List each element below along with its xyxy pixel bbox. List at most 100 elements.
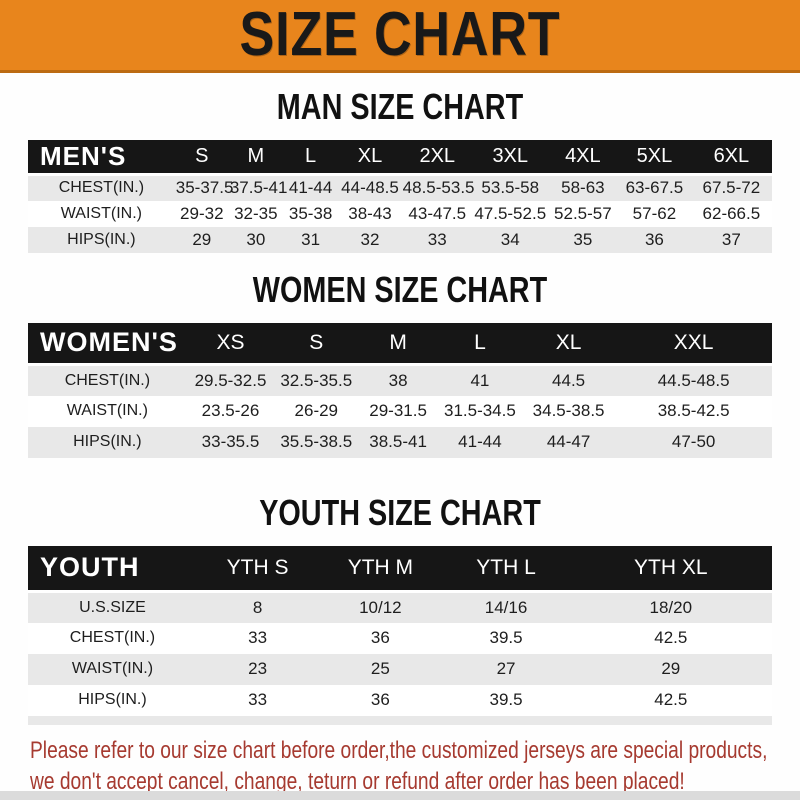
- youth-size-chart-heading: YOUTH SIZE CHART: [259, 491, 541, 533]
- table-title-cell: MEN'S: [28, 140, 175, 176]
- measurement-cell: 26-29: [294, 401, 339, 420]
- measurement-cell: 32: [360, 229, 380, 249]
- measurement-cell: 42.5: [654, 628, 688, 647]
- measurement-cell: 29: [192, 229, 212, 249]
- measurement-cell: 38: [388, 370, 408, 390]
- women-size-table: WOMEN'S XS S M L XL XXL CHEST(IN.) 29.5-32.5 32.5…: [28, 322, 772, 458]
- size-column-header: XL: [338, 140, 402, 176]
- row-label: HIPS(IN.): [78, 691, 147, 708]
- size-column-header: L: [437, 322, 522, 366]
- measurement-row: U.S.SIZE 8 10/12 14/16 18/20: [28, 591, 772, 623]
- measurement-cell: 41: [470, 370, 490, 390]
- measurement-row: HIPS(IN.) 33-35.5 35.5-38.5 38.5-41 41-44 44-…: [28, 426, 772, 458]
- header-row: YOUTH YTH S YTH M YTH L YTH XL: [28, 545, 772, 593]
- measurement-cell: 38.5-42.5: [657, 401, 730, 420]
- measurement-cell: 35-38: [288, 203, 333, 223]
- measurement-cell: 14/16: [484, 597, 528, 617]
- size-column-header: M: [228, 140, 283, 176]
- size-column-header: YTH L: [442, 545, 570, 593]
- measurement-cell: 18/20: [649, 597, 693, 617]
- measurement-cell: 44-47: [546, 432, 591, 451]
- measurement-cell: 57-62: [632, 203, 677, 223]
- size-column-header: S: [274, 322, 359, 366]
- measurement-cell: 63-67.5: [625, 178, 684, 198]
- measurement-cell: 42.5: [654, 690, 688, 709]
- women-size-chart-heading: WOMEN SIZE CHART: [252, 268, 548, 310]
- size-column-header: YTH S: [196, 545, 319, 593]
- measurement-cell: 35-37.5: [175, 178, 234, 198]
- size-column-header: 6XL: [690, 140, 772, 176]
- men-size-table: MEN'S S M L XL 2XL 3XL 4XL 5XL 6XL CHEST(IN.) 35-37…: [28, 140, 772, 253]
- size-column-header: 5XL: [618, 140, 691, 176]
- measurement-cell: 34: [500, 229, 520, 249]
- measurement-cell: 35: [573, 229, 593, 249]
- measurement-cell: 38-43: [348, 203, 392, 223]
- measurement-row: WAIST(IN.) 23 25 27 29: [28, 653, 772, 685]
- row-label: WAIST(IN.): [60, 204, 142, 222]
- measurement-cell: 38.5-41: [369, 432, 427, 451]
- row-label: CHEST(IN.): [58, 179, 145, 197]
- measurement-cell: 23.5-26: [201, 401, 260, 420]
- measurement-cell: 44.5: [552, 370, 586, 390]
- measurement-cell: 44-48.5: [341, 178, 399, 198]
- size-column-header: L: [282, 140, 339, 176]
- measurement-cell: 62-66.5: [702, 203, 761, 223]
- size-column-header: 3XL: [472, 140, 548, 176]
- measurement-cell: 43-47.5: [408, 203, 467, 223]
- size-column-header: XS: [186, 322, 275, 366]
- measurement-cell: 36: [370, 690, 390, 709]
- measurement-cell: 41-44: [288, 178, 333, 198]
- order-notice-line2: we don't accept cancel, change, teturn o…: [30, 767, 685, 795]
- header-row: WOMEN'S XS S M L XL XXL: [28, 322, 772, 366]
- measurement-cell: 47.5-52.5: [474, 203, 547, 223]
- youth-size-table: YOUTH YTH S YTH M YTH L YTH XL U.S.SIZE 8 10/12…: [28, 545, 772, 716]
- measurement-cell: 32-35: [234, 203, 278, 223]
- measurement-cell: 8: [252, 597, 263, 617]
- size-column-header: 4XL: [547, 140, 619, 176]
- measurement-cell: 29.5-32.5: [194, 370, 267, 390]
- measurement-cell: 37.5-41: [229, 178, 288, 198]
- measurement-cell: 39.5: [489, 690, 523, 709]
- measurement-row: CHEST(IN.) 33 36 39.5 42.5: [28, 622, 772, 654]
- measurement-cell: 25: [370, 659, 390, 678]
- measurement-cell: 33-35.5: [201, 432, 260, 451]
- table-title-cell: YOUTH: [28, 545, 197, 593]
- measurement-cell: 48.5-53.5: [402, 178, 475, 198]
- measurement-row: WAIST(IN.) 23.5-26 26-29 29-31.5 31.5-34.5 34…: [28, 395, 772, 427]
- order-notice: Please refer to our size chart before or…: [30, 735, 767, 797]
- measurement-cell: 33: [248, 690, 268, 709]
- measurement-cell: 35.5-38.5: [280, 432, 353, 451]
- row-label: CHEST(IN.): [64, 371, 151, 389]
- measurement-cell: 53.5-58: [481, 178, 540, 198]
- measurement-cell: 31: [301, 229, 321, 249]
- measurement-cell: 67.5-72: [702, 178, 761, 198]
- youth-table-bottom-band: [28, 715, 772, 725]
- row-label: HIPS(IN.): [73, 433, 142, 450]
- row-label: CHEST(IN.): [69, 629, 156, 646]
- measurement-row: HIPS(IN.) 29 30 31 32 33 34 35 36 37: [28, 226, 772, 253]
- measurement-row: WAIST(IN.) 29-32 32-35 35-38 38-43 43-47.5 47.…: [28, 200, 772, 227]
- measurement-cell: 30: [246, 229, 266, 249]
- size-column-header: S: [174, 140, 229, 176]
- man-size-chart-heading: MAN SIZE CHART: [276, 86, 524, 127]
- measurement-row: HIPS(IN.) 33 36 39.5 42.5: [28, 684, 772, 716]
- measurement-cell: 39.5: [489, 628, 523, 647]
- size-column-header: M: [358, 322, 438, 366]
- measurement-cell: 29-32: [180, 203, 224, 223]
- row-label: HIPS(IN.): [67, 230, 136, 248]
- measurement-cell: 52.5-57: [554, 203, 612, 223]
- measurement-cell: 47-50: [671, 432, 716, 451]
- size-column-header: YTH M: [318, 545, 443, 593]
- size-column-header: YTH XL: [569, 545, 772, 593]
- measurement-cell: 44.5-48.5: [657, 370, 730, 390]
- measurement-row: CHEST(IN.) 29.5-32.5 32.5-35.5 38 41 44.5 44.5…: [28, 364, 772, 396]
- measurement-cell: 10/12: [359, 597, 402, 617]
- bottom-strip: [0, 791, 800, 800]
- measurement-cell: 41-44: [458, 432, 502, 451]
- measurement-cell: 33: [248, 628, 268, 647]
- measurement-cell: 37: [721, 229, 741, 249]
- header-row: MEN'S S M L XL 2XL 3XL 4XL 5XL 6XL: [28, 140, 772, 176]
- row-label: WAIST(IN.): [71, 660, 154, 677]
- size-chart-title: SIZE CHART: [239, 0, 561, 69]
- measurement-cell: 36: [370, 628, 390, 647]
